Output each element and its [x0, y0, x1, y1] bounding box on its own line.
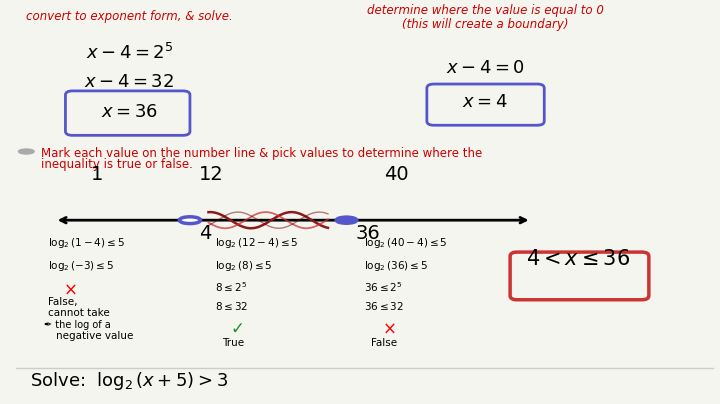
Text: $8\leq 32$: $8\leq 32$	[215, 300, 248, 312]
Text: $36\leq 2^5$: $36\leq 2^5$	[364, 280, 402, 294]
Text: 4: 4	[199, 224, 212, 243]
Text: ✓: ✓	[230, 320, 244, 338]
Text: 1: 1	[91, 165, 104, 184]
Ellipse shape	[19, 149, 34, 154]
Text: inequality is true or false.: inequality is true or false.	[40, 158, 192, 171]
Text: determine where the value is equal to 0: determine where the value is equal to 0	[366, 4, 603, 17]
Text: (this will create a boundary): (this will create a boundary)	[402, 18, 569, 31]
Text: 36: 36	[356, 224, 380, 243]
Text: $\log_2(36)\leq 5$: $\log_2(36)\leq 5$	[364, 259, 428, 273]
Text: $x=4$: $x=4$	[462, 93, 508, 111]
Text: $x-4=32$: $x-4=32$	[84, 73, 174, 91]
Text: Solve:  $\log_2(x+5)>3$: Solve: $\log_2(x+5)>3$	[30, 370, 228, 391]
Text: $\times$: $\times$	[63, 281, 77, 299]
Text: $\log_2(1-4)\leq 5$: $\log_2(1-4)\leq 5$	[48, 236, 125, 250]
Text: $\log_2(8)\leq 5$: $\log_2(8)\leq 5$	[215, 259, 273, 273]
Text: $\times$: $\times$	[382, 320, 396, 338]
Text: $x-4=2^5$: $x-4=2^5$	[86, 42, 173, 63]
Text: $\log_2(40-4)\leq 5$: $\log_2(40-4)\leq 5$	[364, 236, 448, 250]
Text: ✒ the log of a: ✒ the log of a	[44, 320, 111, 330]
Text: $\log_2(12-4)\leq 5$: $\log_2(12-4)\leq 5$	[215, 236, 299, 250]
Text: False: False	[372, 338, 397, 348]
Text: cannot take: cannot take	[48, 308, 109, 318]
Ellipse shape	[179, 217, 201, 223]
Text: 12: 12	[199, 165, 224, 184]
Text: $x-4=0$: $x-4=0$	[446, 59, 525, 77]
Text: $x=36$: $x=36$	[101, 103, 158, 121]
Text: $\log_2(-3)\leq 5$: $\log_2(-3)\leq 5$	[48, 259, 114, 273]
Text: Mark each value on the number line & pick values to determine where the: Mark each value on the number line & pic…	[40, 147, 482, 160]
Ellipse shape	[336, 217, 357, 223]
Text: $36\leq 32$: $36\leq 32$	[364, 300, 405, 312]
Text: False,: False,	[48, 297, 77, 307]
Text: convert to exponent form, & solve.: convert to exponent form, & solve.	[26, 10, 233, 23]
Text: 40: 40	[384, 165, 408, 184]
Text: True: True	[222, 338, 244, 348]
Text: $8\leq 2^5$: $8\leq 2^5$	[215, 280, 247, 294]
Text: negative value: negative value	[56, 331, 133, 341]
Text: $4<x\leq 36$: $4<x\leq 36$	[526, 248, 630, 269]
